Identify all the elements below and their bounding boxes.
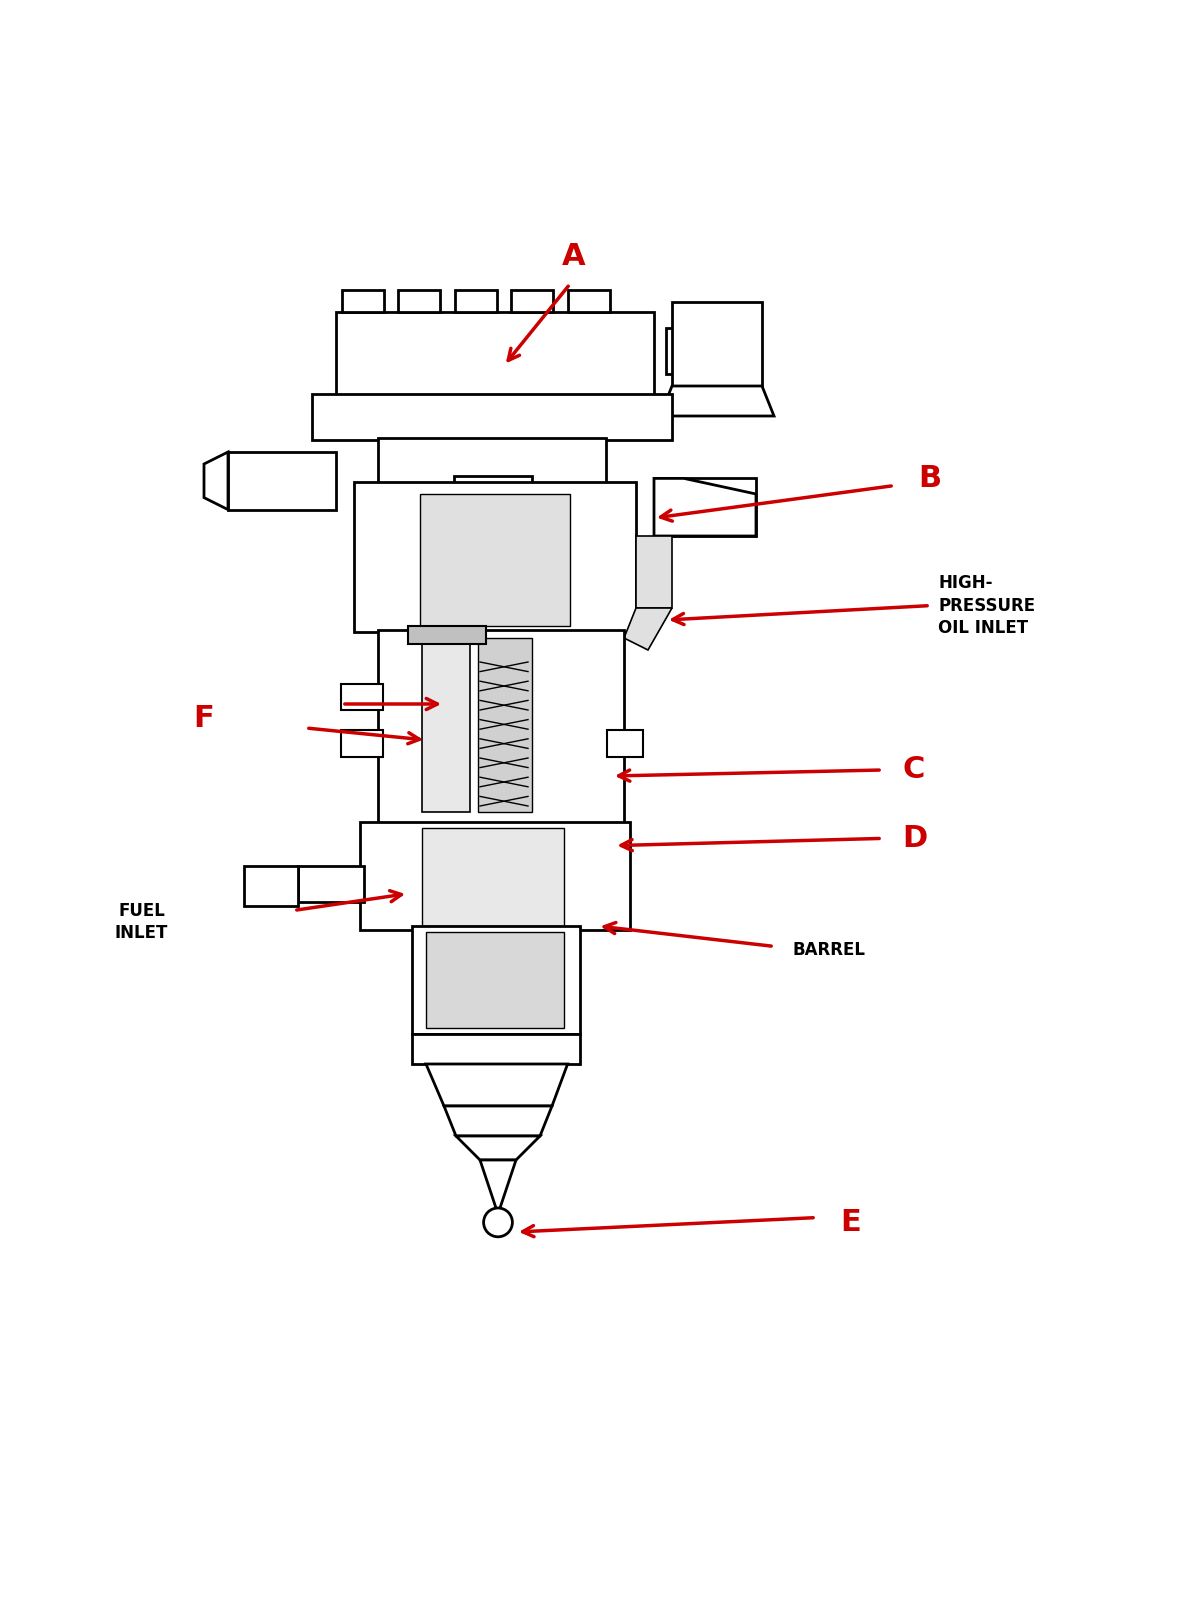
Text: B: B xyxy=(918,464,941,493)
Polygon shape xyxy=(412,1034,580,1064)
Polygon shape xyxy=(654,478,756,536)
Bar xyxy=(336,312,654,398)
Bar xyxy=(354,482,636,632)
Bar xyxy=(672,302,762,386)
Text: F: F xyxy=(193,704,215,733)
Bar xyxy=(412,926,580,1034)
Text: FUEL
INLET: FUEL INLET xyxy=(115,902,168,942)
Bar xyxy=(455,290,497,312)
Bar xyxy=(342,290,384,312)
Polygon shape xyxy=(624,608,672,650)
Bar xyxy=(378,629,624,824)
Bar xyxy=(341,730,383,757)
Bar xyxy=(426,931,564,1029)
Text: D: D xyxy=(902,824,928,853)
Polygon shape xyxy=(444,1106,552,1136)
Bar xyxy=(607,730,643,757)
Bar xyxy=(298,866,364,902)
Circle shape xyxy=(484,1208,512,1237)
Bar xyxy=(408,626,486,643)
Bar xyxy=(666,328,744,374)
Polygon shape xyxy=(426,1064,568,1106)
Text: BARREL: BARREL xyxy=(792,941,865,958)
Bar xyxy=(478,518,508,584)
Text: E: E xyxy=(840,1208,860,1237)
Polygon shape xyxy=(456,1136,540,1160)
Text: A: A xyxy=(562,242,586,270)
Bar xyxy=(654,478,756,536)
Bar xyxy=(398,290,440,312)
Bar xyxy=(228,451,336,509)
Bar xyxy=(312,394,672,440)
Polygon shape xyxy=(480,1160,516,1214)
Polygon shape xyxy=(244,866,298,906)
Polygon shape xyxy=(660,386,774,416)
Bar xyxy=(422,827,564,926)
Bar xyxy=(478,638,532,813)
Text: HIGH-
PRESSURE
OIL INLET: HIGH- PRESSURE OIL INLET xyxy=(938,574,1036,637)
Polygon shape xyxy=(204,451,228,509)
Bar xyxy=(454,477,532,525)
Text: C: C xyxy=(902,755,925,784)
Bar xyxy=(422,638,470,813)
Bar xyxy=(341,683,383,710)
Polygon shape xyxy=(636,536,672,608)
Bar xyxy=(360,822,630,930)
Bar xyxy=(420,494,570,626)
Bar xyxy=(511,290,553,312)
Bar xyxy=(568,290,610,312)
Bar xyxy=(378,437,606,488)
